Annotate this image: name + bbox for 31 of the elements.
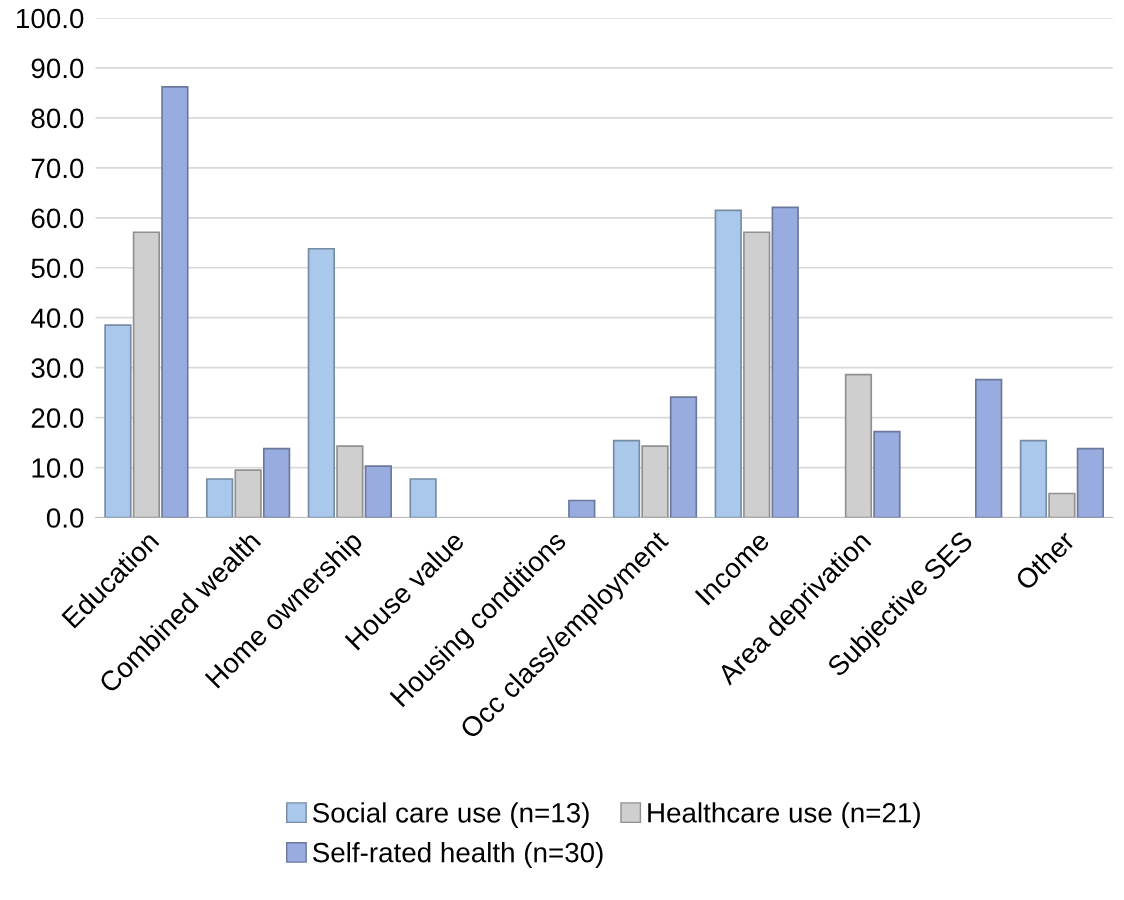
bar xyxy=(262,447,291,518)
bar xyxy=(409,478,437,518)
y-tick-label: 100.0 xyxy=(17,8,84,29)
bar xyxy=(364,465,392,518)
y-tick-label: 30.0 xyxy=(31,358,84,378)
y-tick-label: 60.0 xyxy=(31,208,84,229)
bar xyxy=(1019,439,1048,518)
y-tick-label: 10.0 xyxy=(32,458,84,478)
y-tick-label: 70.0 xyxy=(31,158,84,179)
bar xyxy=(771,206,799,518)
bar xyxy=(307,247,336,518)
y-tick-label: 40.0 xyxy=(31,308,84,329)
bar xyxy=(568,499,596,518)
y-tick-label: 80.0 xyxy=(31,108,84,129)
bar xyxy=(873,430,901,518)
legend-label: Self-rated health (n=30) xyxy=(312,842,603,868)
y-tick-label: 90.0 xyxy=(31,58,84,79)
bar xyxy=(975,378,1003,518)
bar xyxy=(205,478,234,518)
y-tick-label: 50.0 xyxy=(31,258,84,279)
bar xyxy=(714,209,742,518)
legend-label: Healthcare use (n=21) xyxy=(648,802,920,829)
bar xyxy=(161,86,189,518)
y-tick-label: 0.0 xyxy=(46,508,84,528)
y-tick-label: 20.0 xyxy=(31,408,84,428)
bar xyxy=(104,324,132,518)
bar xyxy=(1048,492,1076,518)
legend-label: Social care use (n=13) xyxy=(312,802,589,829)
bar xyxy=(612,439,641,518)
bar xyxy=(1076,447,1105,518)
bar xyxy=(669,396,698,518)
